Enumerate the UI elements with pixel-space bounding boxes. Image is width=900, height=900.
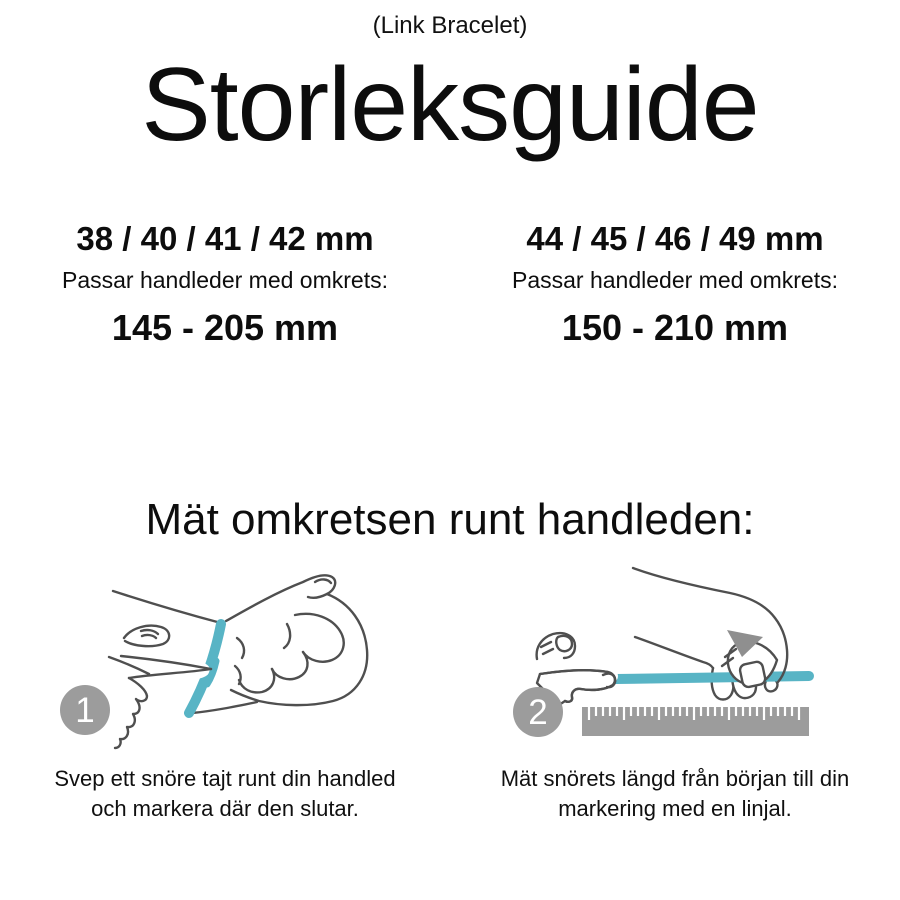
string-end	[203, 657, 220, 688]
case-sizes-small: 38 / 40 / 41 / 42 mm	[76, 219, 374, 257]
wrist-with-string-illustration: 1	[60, 573, 369, 749]
step-2-badge	[513, 686, 563, 737]
ruler-ticks	[587, 706, 801, 720]
wrist-range-small: 145 - 205 mm	[111, 306, 339, 348]
measuring-string	[611, 670, 814, 684]
measure-heading: Mät omkretsen runt handleden:	[145, 494, 755, 544]
step-1-caption-line-1: Svep ett snöre tajt runt din handled	[54, 765, 396, 791]
step-2-number: 2	[528, 693, 547, 732]
case-sizes-large: 44 / 45 / 46 / 49 mm	[526, 219, 824, 257]
wrist-range-large: 150 - 210 mm	[561, 306, 789, 348]
size-column-large-cases: 44 / 45 / 46 / 49 mm Passar handleder me…	[450, 219, 900, 350]
step-1-number: 1	[75, 691, 94, 730]
string-on-ruler-illustration: 2	[513, 566, 814, 737]
size-column-small-cases: 38 / 40 / 41 / 42 mm Passar handleder me…	[0, 219, 450, 350]
fits-label-large: Passar handleder med omkrets:	[512, 266, 838, 293]
step-1-caption-line-2: och markera där den slutar.	[91, 795, 359, 821]
step-2-caption-line-2: markering med en linjal.	[558, 795, 792, 821]
thumb-nail	[738, 660, 767, 688]
step-1-caption: Svep ett snöre tajt runt din handled och…	[0, 764, 450, 824]
hand-shadow	[727, 629, 763, 657]
caption-row: Svep ett snöre tajt runt din handled och…	[0, 764, 900, 824]
step-2-caption-line-1: Mät snörets längd från början till din	[500, 765, 850, 791]
fits-label-small: Passar handleder med omkrets:	[62, 266, 388, 293]
step-2-illustration-wrap: 2	[450, 562, 900, 752]
step-2-caption: Mät snörets längd från början till din m…	[450, 764, 900, 824]
step-1-illustration-wrap: 1	[0, 562, 450, 752]
page-title: Storleksguide	[141, 47, 759, 163]
product-subtitle: (Link Bracelet)	[372, 12, 528, 39]
step-1-badge	[60, 684, 110, 735]
illustration-row: 1	[0, 562, 900, 752]
size-columns: 38 / 40 / 41 / 42 mm Passar handleder me…	[0, 219, 900, 350]
